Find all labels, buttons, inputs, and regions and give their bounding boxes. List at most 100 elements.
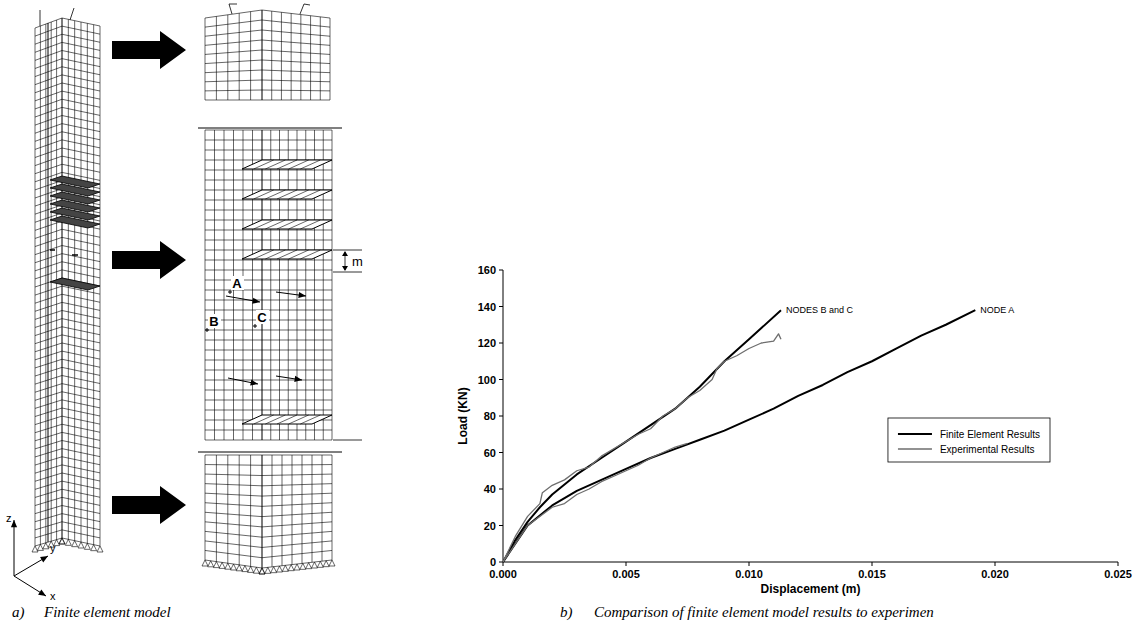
load-arrow-head — [38, 589, 46, 596]
mesh-line — [288, 130, 289, 440]
mesh-line — [262, 455, 263, 568]
axis-letter: y — [50, 542, 56, 554]
support — [300, 563, 306, 569]
figure: mABCzyx0204060801001201401600.0000.0050.… — [0, 0, 1146, 635]
x-tick-label: 0.020 — [981, 568, 1009, 580]
mesh-line — [224, 130, 225, 440]
mesh-line — [262, 410, 332, 411]
mesh-line — [205, 464, 262, 466]
node-label: A — [232, 276, 242, 291]
mesh-line — [262, 100, 330, 101]
mesh-line — [330, 18, 331, 100]
dimension-line — [333, 440, 362, 441]
node-mark — [205, 328, 209, 332]
inset-middle-left — [205, 130, 262, 440]
stiffener-line — [265, 220, 285, 229]
mesh-line — [262, 400, 332, 401]
stiffener-line — [265, 160, 285, 169]
mesh-line — [62, 254, 100, 262]
caption-text: Finite element model — [43, 604, 171, 620]
mesh-line — [62, 384, 100, 392]
mesh-line — [216, 455, 217, 562]
stiffener-line — [254, 415, 274, 424]
mesh-line — [227, 455, 228, 563]
mesh-line — [214, 130, 215, 440]
mesh-line — [320, 17, 321, 100]
mesh-line — [62, 497, 100, 505]
cut-line — [198, 452, 342, 453]
support — [37, 544, 43, 550]
stiffener-line — [289, 415, 309, 424]
mesh-line — [62, 441, 100, 449]
mesh-line — [262, 10, 330, 18]
mesh-line — [262, 260, 332, 261]
series-line — [503, 334, 781, 562]
mesh-line — [62, 432, 100, 440]
mesh-line — [62, 262, 100, 270]
load-arrow-head — [298, 292, 306, 298]
caption-letter: a) — [12, 604, 25, 621]
caption-text: Comparison of finite element model resul… — [594, 604, 934, 620]
stiffener-line — [277, 190, 297, 199]
mesh-line — [62, 319, 100, 327]
support — [317, 561, 323, 567]
inset-middle-right — [262, 130, 332, 440]
mesh-line — [262, 360, 332, 361]
mesh-line — [262, 40, 330, 45]
mesh-line — [205, 503, 262, 507]
mesh-line — [205, 100, 262, 101]
mesh-line — [262, 170, 332, 171]
support — [219, 562, 225, 568]
mesh-line — [205, 350, 262, 351]
dimension-line — [333, 250, 362, 251]
mesh-line — [279, 130, 280, 440]
top-mark — [229, 4, 310, 14]
mesh-line — [62, 351, 100, 359]
mesh-line — [62, 530, 100, 538]
y-tick — [499, 525, 503, 526]
x-tick-label: 0.005 — [612, 568, 640, 580]
mesh-line — [312, 455, 313, 562]
mesh-line — [205, 130, 206, 440]
inset-bottom-right — [262, 455, 332, 568]
stiffener — [242, 190, 332, 199]
support — [236, 565, 242, 571]
mesh-line — [262, 300, 332, 301]
zoom-arrow — [112, 241, 186, 279]
mesh-line — [262, 455, 263, 568]
column — [32, 8, 103, 552]
mesh-line — [62, 481, 100, 489]
mesh-line — [205, 330, 262, 331]
support — [32, 546, 38, 552]
mesh-line — [62, 359, 100, 367]
mesh-line — [62, 367, 100, 375]
y-tick-label: 0 — [490, 556, 496, 568]
mesh-line — [205, 512, 262, 516]
support — [59, 538, 65, 544]
mesh-line — [239, 455, 240, 565]
cut-line — [198, 128, 342, 129]
top-mark — [40, 10, 41, 26]
mesh-line — [262, 210, 332, 211]
column-lip — [48, 23, 49, 542]
annotation: NODES B and C — [786, 305, 854, 315]
node-label: C — [257, 310, 267, 325]
support — [213, 562, 219, 568]
mesh-line — [205, 18, 206, 100]
mesh-line — [62, 343, 100, 351]
stiffener-line — [277, 160, 297, 169]
mesh-line — [262, 330, 332, 331]
mesh-line — [205, 440, 262, 441]
legend-swatch — [898, 448, 932, 449]
legend-label: Finite Element Results — [940, 429, 1040, 440]
x-tick-label: 0.000 — [489, 568, 517, 580]
support — [282, 565, 288, 571]
y-tick — [499, 562, 503, 563]
mesh-line — [272, 455, 273, 567]
stiffener — [50, 278, 100, 290]
mesh-line — [262, 20, 330, 27]
x-tick — [626, 562, 627, 566]
mesh-line — [62, 465, 100, 473]
stiffener-line — [289, 160, 309, 169]
mesh-line — [205, 140, 262, 141]
